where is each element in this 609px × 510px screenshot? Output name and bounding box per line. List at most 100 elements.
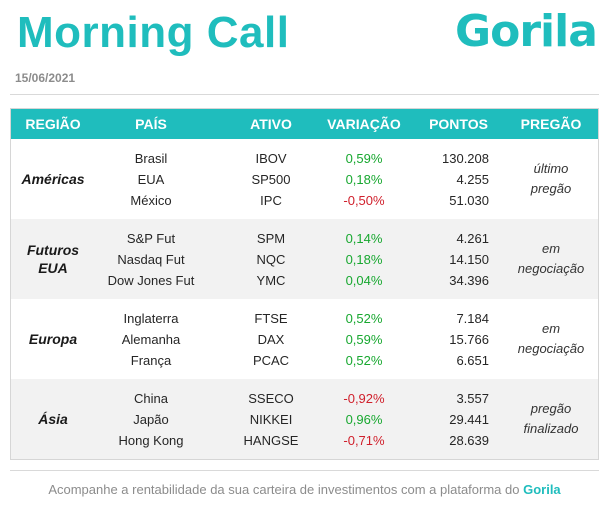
region-label-line: Américas (21, 171, 85, 187)
region-group: Ásia pregão finalizado China SSECO -0,92% 3.55… (11, 379, 598, 459)
column-header-asset: ATIVO (250, 116, 292, 132)
table-row: Alemanha DAX 0,59% 15.766 (11, 330, 598, 350)
table-row: Brasil IBOV 0,59% 130.208 (11, 149, 598, 169)
session-status-line: em (541, 321, 561, 336)
session-status-line: em (541, 241, 561, 256)
table-row: Nasdaq Fut NQC 0,18% 14.150 (11, 250, 598, 270)
country-cell: Dow Jones Fut (107, 273, 195, 288)
footer-text: Acompanhe a rentabilidade da sua carteir… (48, 482, 524, 497)
points-cell: 15.766 (449, 332, 489, 347)
change-cell: 0,59% (345, 332, 383, 347)
country-cell: Hong Kong (118, 433, 184, 448)
table-header: REGIÃO PAÍS ATIVO VARIAÇÃO PONTOS PREGÃO (11, 109, 598, 139)
asset-cell: DAX (257, 332, 285, 347)
gorila-logo: Gorila (455, 6, 598, 57)
report-date: 15/06/2021 (15, 71, 76, 85)
footer: Acompanhe a rentabilidade da sua carteir… (0, 482, 609, 497)
table-row: México IPC -0,50% 51.030 (11, 191, 598, 211)
session-status-line: último (533, 161, 569, 176)
points-cell: 29.441 (449, 412, 489, 427)
change-cell: -0,92% (343, 391, 385, 406)
session-status-line: negociação (517, 261, 585, 276)
change-cell: 0,59% (345, 151, 383, 166)
region-group: Europa em negociação Inglaterra FTSE 0,52% 7.1… (11, 299, 598, 379)
table-row: S&P Fut SPM 0,14% 4.261 (11, 229, 598, 249)
table-row: França PCAC 0,52% 6.651 (11, 351, 598, 371)
page-title: Morning Call (17, 8, 290, 57)
table-row: Dow Jones Fut YMC 0,04% 34.396 (11, 271, 598, 291)
session-status: em negociação (503, 319, 599, 359)
change-cell: 0,96% (345, 412, 383, 427)
asset-cell: IPC (260, 193, 282, 208)
region-label: Américas (11, 170, 95, 188)
change-cell: -0,71% (343, 433, 385, 448)
country-cell: Japão (133, 412, 169, 427)
asset-cell: PCAC (252, 353, 290, 368)
points-cell: 3.557 (456, 391, 489, 406)
table-row: Japão NIKKEI 0,96% 29.441 (11, 410, 598, 430)
points-cell: 7.184 (456, 311, 489, 326)
country-cell: EUA (137, 172, 165, 187)
footer-divider (10, 470, 599, 471)
header-divider (10, 94, 599, 95)
region-group: Américas último pregão Brasil IBOV 0,59% 130.2… (11, 139, 598, 219)
region-label-line: EUA (38, 260, 68, 276)
footer-brand: Gorila (523, 482, 561, 497)
table-row: Inglaterra FTSE 0,52% 7.184 (11, 309, 598, 329)
points-cell: 14.150 (449, 252, 489, 267)
country-cell: S&P Fut (126, 231, 176, 246)
change-cell: -0,50% (343, 193, 385, 208)
change-cell: 0,14% (345, 231, 383, 246)
points-cell: 51.030 (449, 193, 489, 208)
market-table: REGIÃO PAÍS ATIVO VARIAÇÃO PONTOS PREGÃO… (10, 108, 599, 460)
points-cell: 130.208 (442, 151, 489, 166)
points-cell: 4.255 (456, 172, 489, 187)
session-status-line: negociação (517, 341, 585, 356)
country-cell: Brasil (134, 151, 168, 166)
table-row: EUA SP500 0,18% 4.255 (11, 170, 598, 190)
region-label: Futuros EUA (11, 241, 95, 277)
region-label: Ásia (11, 410, 95, 428)
region-label-line: Ásia (38, 411, 68, 427)
table-row: China SSECO -0,92% 3.557 (11, 389, 598, 409)
asset-cell: NIKKEI (249, 412, 293, 427)
region-label-line: Europa (28, 331, 78, 347)
points-cell: 28.639 (449, 433, 489, 448)
country-cell: Inglaterra (123, 311, 179, 326)
region-label: Europa (11, 330, 95, 348)
column-header-change: VARIAÇÃO (327, 116, 401, 132)
asset-cell: FTSE (254, 311, 288, 326)
column-header-session: PREGÃO (520, 116, 582, 132)
country-cell: Alemanha (121, 332, 181, 347)
region-group: Futuros EUA em negociação S&P Fut SPM 0,14% 4.2… (11, 219, 598, 299)
session-status-line: pregão (530, 401, 572, 416)
asset-cell: SPM (256, 231, 286, 246)
country-cell: Nasdaq Fut (117, 252, 185, 267)
column-header-country: PAÍS (135, 116, 167, 132)
column-header-points: PONTOS (429, 116, 488, 132)
table-row: Hong Kong HANGSE -0,71% 28.639 (11, 431, 598, 451)
session-status-line: finalizado (523, 421, 579, 436)
points-cell: 6.651 (456, 353, 489, 368)
session-status: último pregão (503, 159, 599, 199)
asset-cell: SP500 (251, 172, 291, 187)
session-status: pregão finalizado (503, 399, 599, 439)
change-cell: 0,52% (345, 353, 383, 368)
asset-cell: YMC (256, 273, 286, 288)
region-label-line: Futuros (26, 242, 80, 258)
country-cell: França (130, 353, 172, 368)
change-cell: 0,04% (345, 273, 383, 288)
change-cell: 0,18% (345, 172, 383, 187)
asset-cell: NQC (256, 252, 286, 267)
change-cell: 0,52% (345, 311, 383, 326)
change-cell: 0,18% (345, 252, 383, 267)
asset-cell: IBOV (255, 151, 287, 166)
session-status: em negociação (503, 239, 599, 279)
asset-cell: HANGSE (243, 433, 299, 448)
column-header-region: REGIÃO (25, 116, 81, 132)
points-cell: 34.396 (449, 273, 489, 288)
country-cell: México (130, 193, 172, 208)
session-status-line: pregão (530, 181, 572, 196)
country-cell: China (134, 391, 168, 406)
asset-cell: SSECO (248, 391, 294, 406)
